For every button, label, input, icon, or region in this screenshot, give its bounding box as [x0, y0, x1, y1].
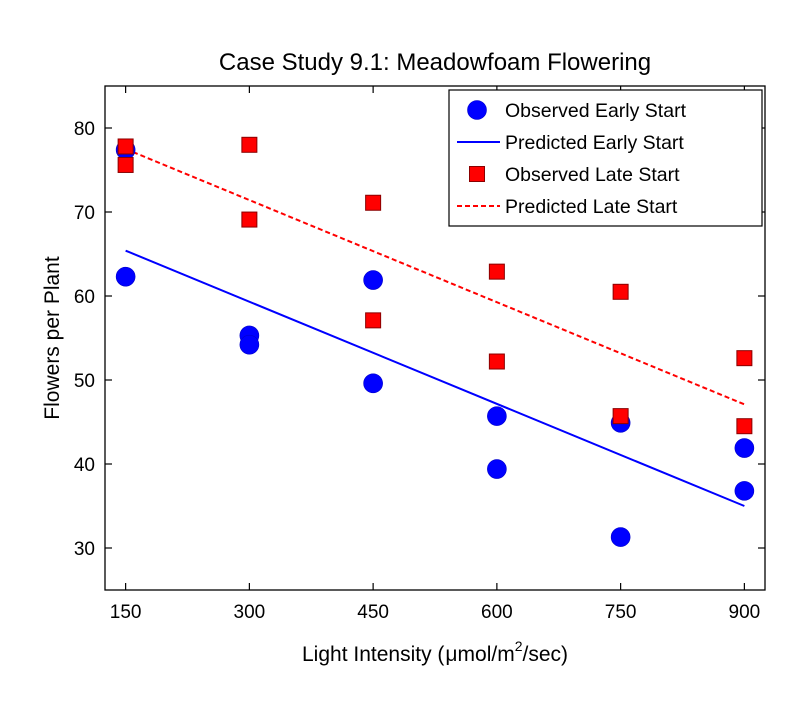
x-axis-label-superscript: 2 — [515, 638, 523, 654]
legend-square-symbol — [469, 166, 485, 182]
y-axis-label: Flowers per Plant — [41, 256, 64, 420]
early-start-point — [734, 438, 755, 458]
legend-box — [448, 89, 763, 227]
y-tick-label: 70 — [74, 203, 95, 224]
early-start-point — [363, 373, 383, 394]
x-tick-label: 450 — [357, 602, 389, 623]
legend-entry-label: Predicted Early Start — [505, 132, 684, 154]
legend-entry-label: Observed Late Start — [505, 164, 680, 186]
x-axis-label-unit: mol/m — [458, 643, 515, 666]
x-tick-label: 900 — [729, 602, 761, 623]
legend-entry-label: Predicted Late Start — [505, 196, 678, 218]
late-start-point — [612, 283, 629, 300]
early-start-point — [115, 266, 136, 287]
x-axis-label-mu: μ — [445, 643, 457, 666]
x-axis-label: Light Intensity (μmol/m2/sec) — [302, 638, 568, 666]
y-tick-label: 30 — [74, 539, 95, 560]
late-start-point — [488, 263, 505, 280]
late-start-point — [612, 408, 629, 425]
early-start-point — [734, 481, 755, 501]
x-axis-label-prefix: Light Intensity ( — [302, 643, 444, 666]
early-start-point — [239, 334, 260, 355]
predicted-early-start-line — [125, 249, 745, 507]
legend-entry-label: Observed Early Start — [505, 100, 687, 122]
early-start-point — [487, 406, 507, 426]
late-start-point — [736, 418, 753, 435]
x-tick-label: 600 — [481, 602, 513, 623]
legend-circle-symbol — [467, 100, 487, 120]
late-start-point — [241, 136, 258, 153]
x-axis-label-suffix: /sec) — [522, 643, 568, 666]
legend: Observed Early Start Predicted Early Star… — [448, 89, 763, 227]
y-tick-label: 80 — [74, 119, 95, 140]
y-tick-label: 40 — [74, 455, 95, 476]
early-start-point — [487, 459, 507, 479]
plot-frame — [104, 85, 766, 591]
tick-layer: 150 300 450 600 750 900 30 40 50 60 70 80 — [74, 86, 765, 623]
x-tick-label: 750 — [605, 602, 637, 623]
chart-title: Case Study 9.1: Meadowfoam Flowering — [219, 49, 651, 76]
late-start-point — [365, 194, 382, 211]
late-start-point — [241, 211, 258, 228]
x-tick-label: 150 — [110, 602, 142, 623]
late-start-point — [736, 350, 753, 367]
late-start-point — [488, 353, 505, 370]
early-start-point — [363, 270, 383, 290]
early-start-point — [610, 527, 631, 547]
y-tick-label: 60 — [74, 287, 95, 308]
late-start-point — [365, 312, 382, 329]
late-start-point — [117, 156, 134, 173]
late-start-point — [117, 138, 134, 155]
data-layer — [115, 136, 755, 547]
y-tick-label: 50 — [74, 371, 95, 392]
x-tick-label: 300 — [234, 602, 266, 623]
